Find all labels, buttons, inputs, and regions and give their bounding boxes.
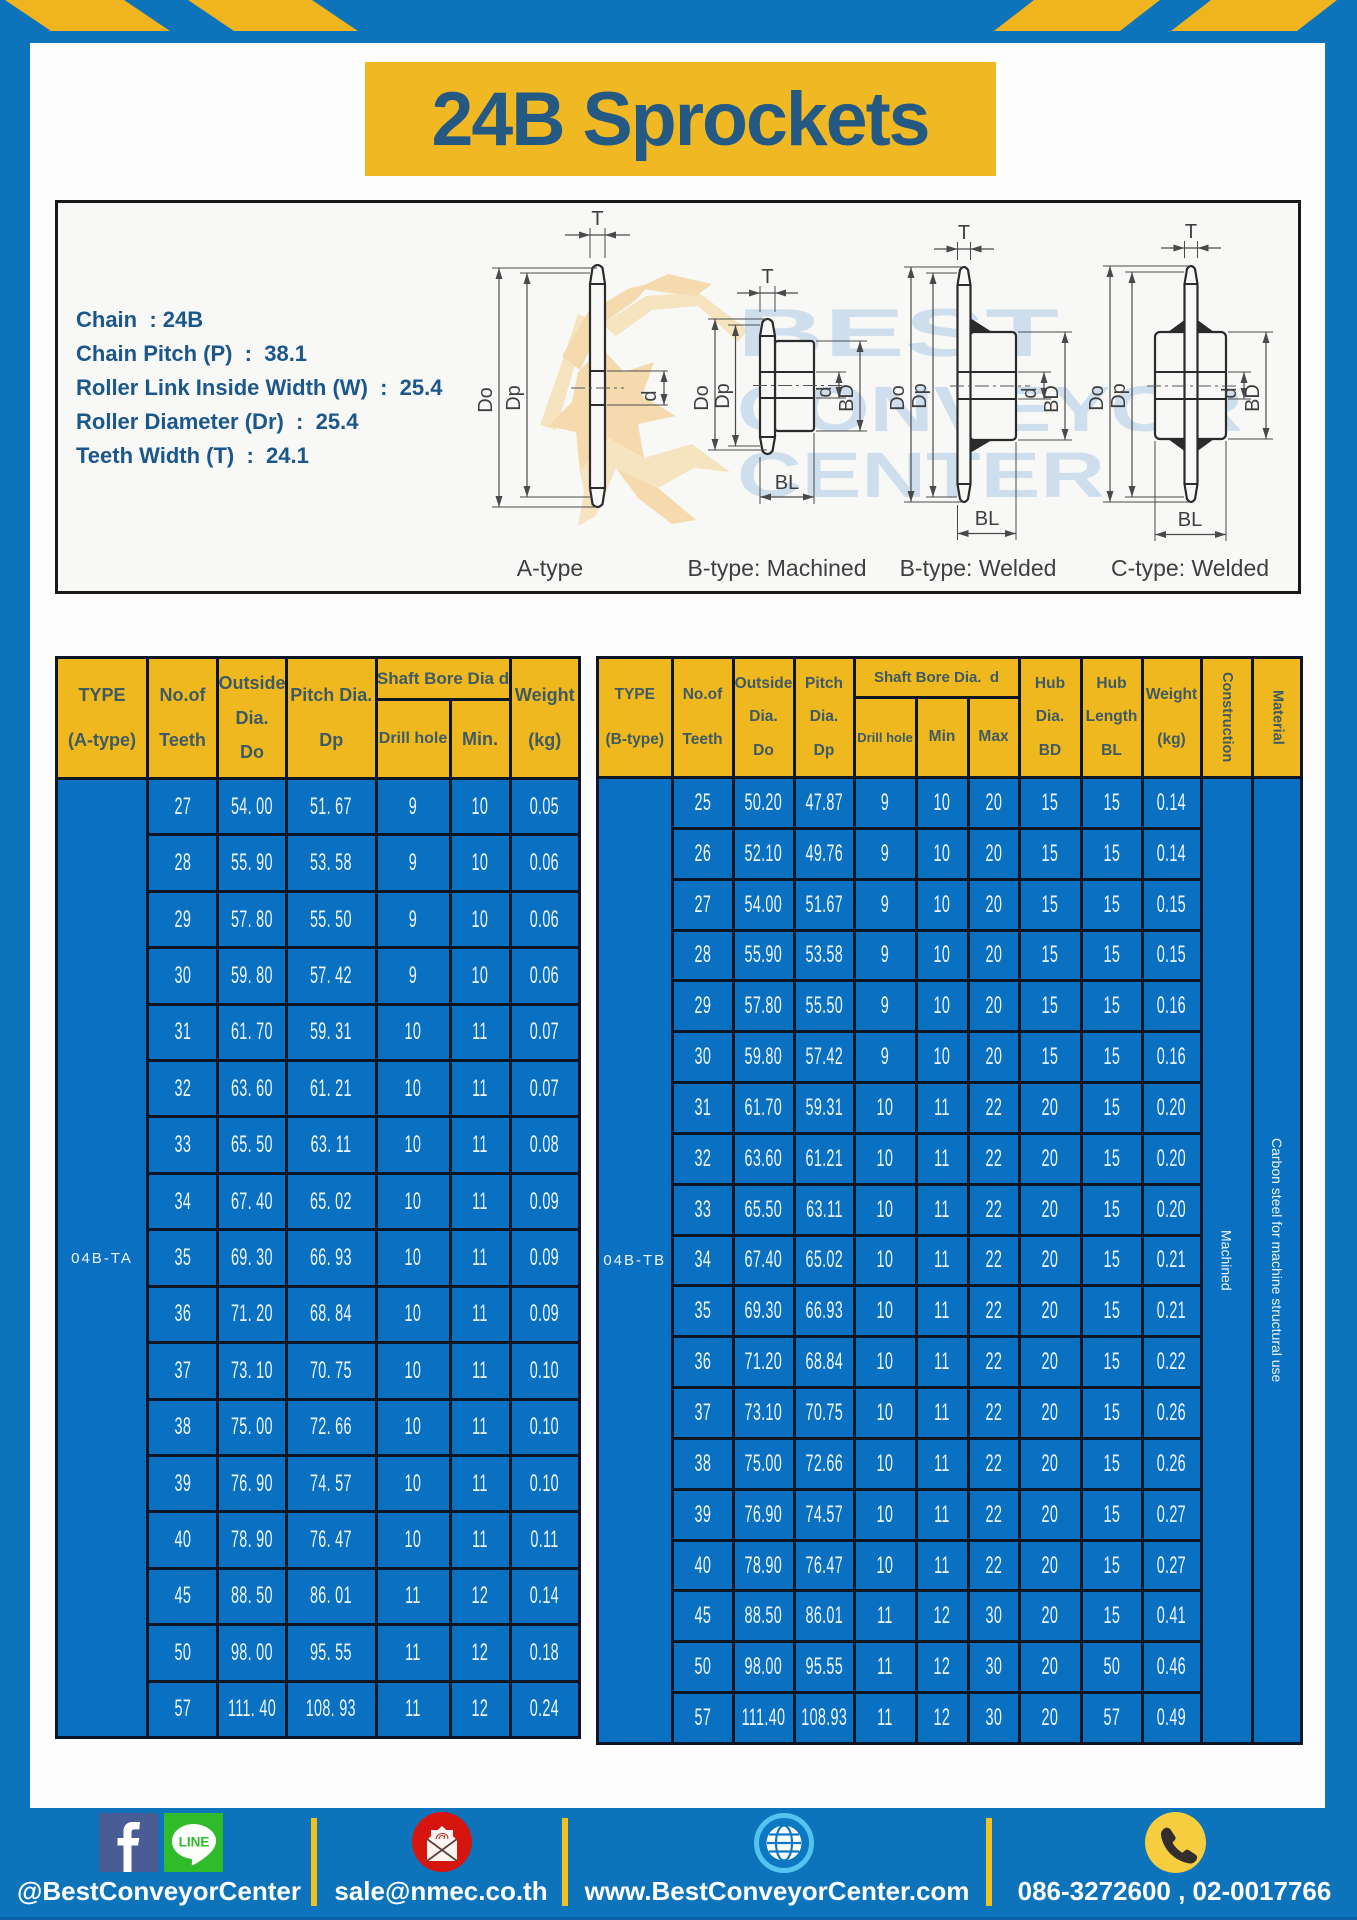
svg-text:d: d xyxy=(1219,387,1241,398)
svg-text:Dp: Dp xyxy=(712,383,734,409)
svg-text:d: d xyxy=(1019,387,1041,398)
svg-text:d: d xyxy=(814,386,836,397)
svg-text:T: T xyxy=(591,208,603,230)
svg-text:B-type: Welded: B-type: Welded xyxy=(900,555,1057,581)
svg-text:Do: Do xyxy=(691,385,713,411)
svg-text:Do: Do xyxy=(887,385,909,411)
svg-text:T: T xyxy=(958,222,970,244)
svg-text:LINE: LINE xyxy=(179,1835,210,1850)
svg-text:C-type: Welded: C-type: Welded xyxy=(1111,555,1269,581)
svg-text:A-type: A-type xyxy=(517,555,583,581)
svg-text:Do: Do xyxy=(475,387,497,413)
svg-text:BL: BL xyxy=(975,508,999,530)
svg-text:BD: BD xyxy=(836,384,858,412)
svg-text:CENTER: CENTER xyxy=(737,439,1105,511)
svg-text:B-type: Machined: B-type: Machined xyxy=(688,555,867,581)
svg-text:BD: BD xyxy=(1242,384,1264,412)
svg-text:d: d xyxy=(639,390,661,401)
svg-text:BL: BL xyxy=(1178,509,1202,531)
svg-text:Do: Do xyxy=(1086,385,1108,411)
svg-text:Dp: Dp xyxy=(1108,383,1130,409)
svg-text:T: T xyxy=(1185,221,1197,243)
svg-text:BL: BL xyxy=(775,472,799,494)
svg-text:BD: BD xyxy=(1041,385,1063,413)
svg-text:Dp: Dp xyxy=(503,385,525,411)
svg-text:Dp: Dp xyxy=(909,383,931,409)
svg-text:T: T xyxy=(761,266,773,288)
